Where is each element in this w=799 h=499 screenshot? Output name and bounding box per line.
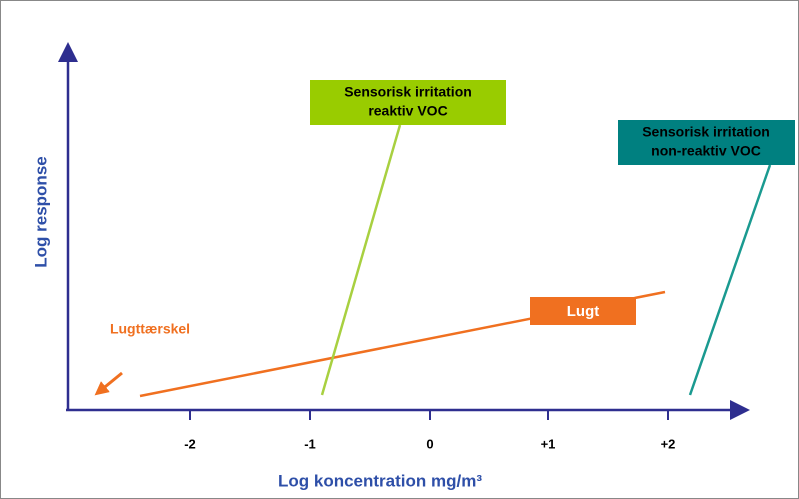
- reactive-line: [320, 124, 402, 396]
- nonreactive-label: non-reaktiv VOC: [651, 143, 761, 159]
- nonreactive-label: Sensorisk irritation: [642, 124, 770, 140]
- x-axis-label: Log koncentration mg/m³: [278, 471, 482, 490]
- x-tick-label: +1: [541, 436, 556, 451]
- x-tick-label: -1: [304, 436, 316, 451]
- x-tick-label: -2: [184, 436, 196, 451]
- reactive-label: reaktiv VOC: [368, 103, 447, 119]
- odor-label: Lugt: [567, 303, 599, 320]
- threshold-label: Lugttærskel: [110, 321, 190, 337]
- nonreactive-box: [618, 120, 795, 165]
- nonreactive-line: [688, 164, 772, 396]
- reactive-box: [310, 80, 506, 125]
- x-tick-label: +2: [661, 436, 676, 451]
- x-tick-label: 0: [426, 436, 433, 451]
- x-ticks: [189, 410, 669, 420]
- threshold-arrow: [94, 371, 123, 396]
- y-axis-label: Log response: [31, 156, 50, 267]
- odor-box: [530, 297, 636, 325]
- y-arrow: [58, 42, 78, 62]
- x-arrow: [730, 400, 750, 420]
- reactive-label: Sensorisk irritation: [344, 84, 472, 100]
